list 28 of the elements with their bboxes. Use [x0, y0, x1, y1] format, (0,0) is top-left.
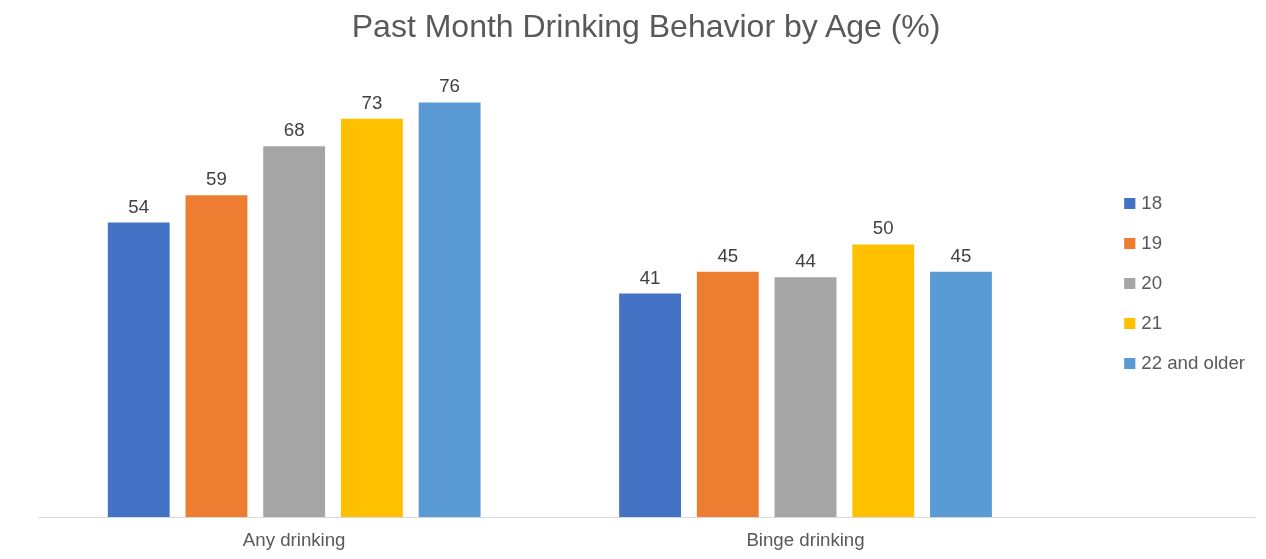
- bar: [696, 271, 759, 518]
- chart-title: Past Month Drinking Behavior by Age (%): [351, 7, 941, 44]
- bar: [619, 293, 681, 518]
- legend-label: 18: [1141, 191, 1163, 214]
- bar: [107, 222, 170, 518]
- x-tick-label: Binge drinking: [746, 528, 865, 550]
- data-label: 44: [795, 250, 816, 272]
- bar: [774, 277, 837, 518]
- legend-label: 20: [1141, 271, 1163, 294]
- data-label: 45: [950, 244, 972, 266]
- bar: [930, 271, 992, 518]
- bar: [185, 195, 248, 518]
- bar: [263, 146, 326, 518]
- bar: [852, 244, 915, 518]
- legend-label: 19: [1141, 231, 1163, 254]
- data-label: 59: [206, 168, 227, 190]
- data-label: 45: [717, 244, 739, 266]
- legend-label: 21: [1141, 311, 1163, 334]
- x-tick-label: Any drinking: [242, 528, 346, 550]
- bar: [340, 118, 403, 518]
- data-label: 68: [283, 119, 305, 141]
- data-label: 76: [439, 75, 461, 97]
- data-label: 41: [639, 266, 661, 288]
- data-label: 50: [872, 217, 894, 239]
- legend-label: 22 and older: [1141, 351, 1245, 374]
- bar: [418, 102, 481, 518]
- data-label: 54: [128, 195, 150, 217]
- data-label: 73: [361, 91, 383, 113]
